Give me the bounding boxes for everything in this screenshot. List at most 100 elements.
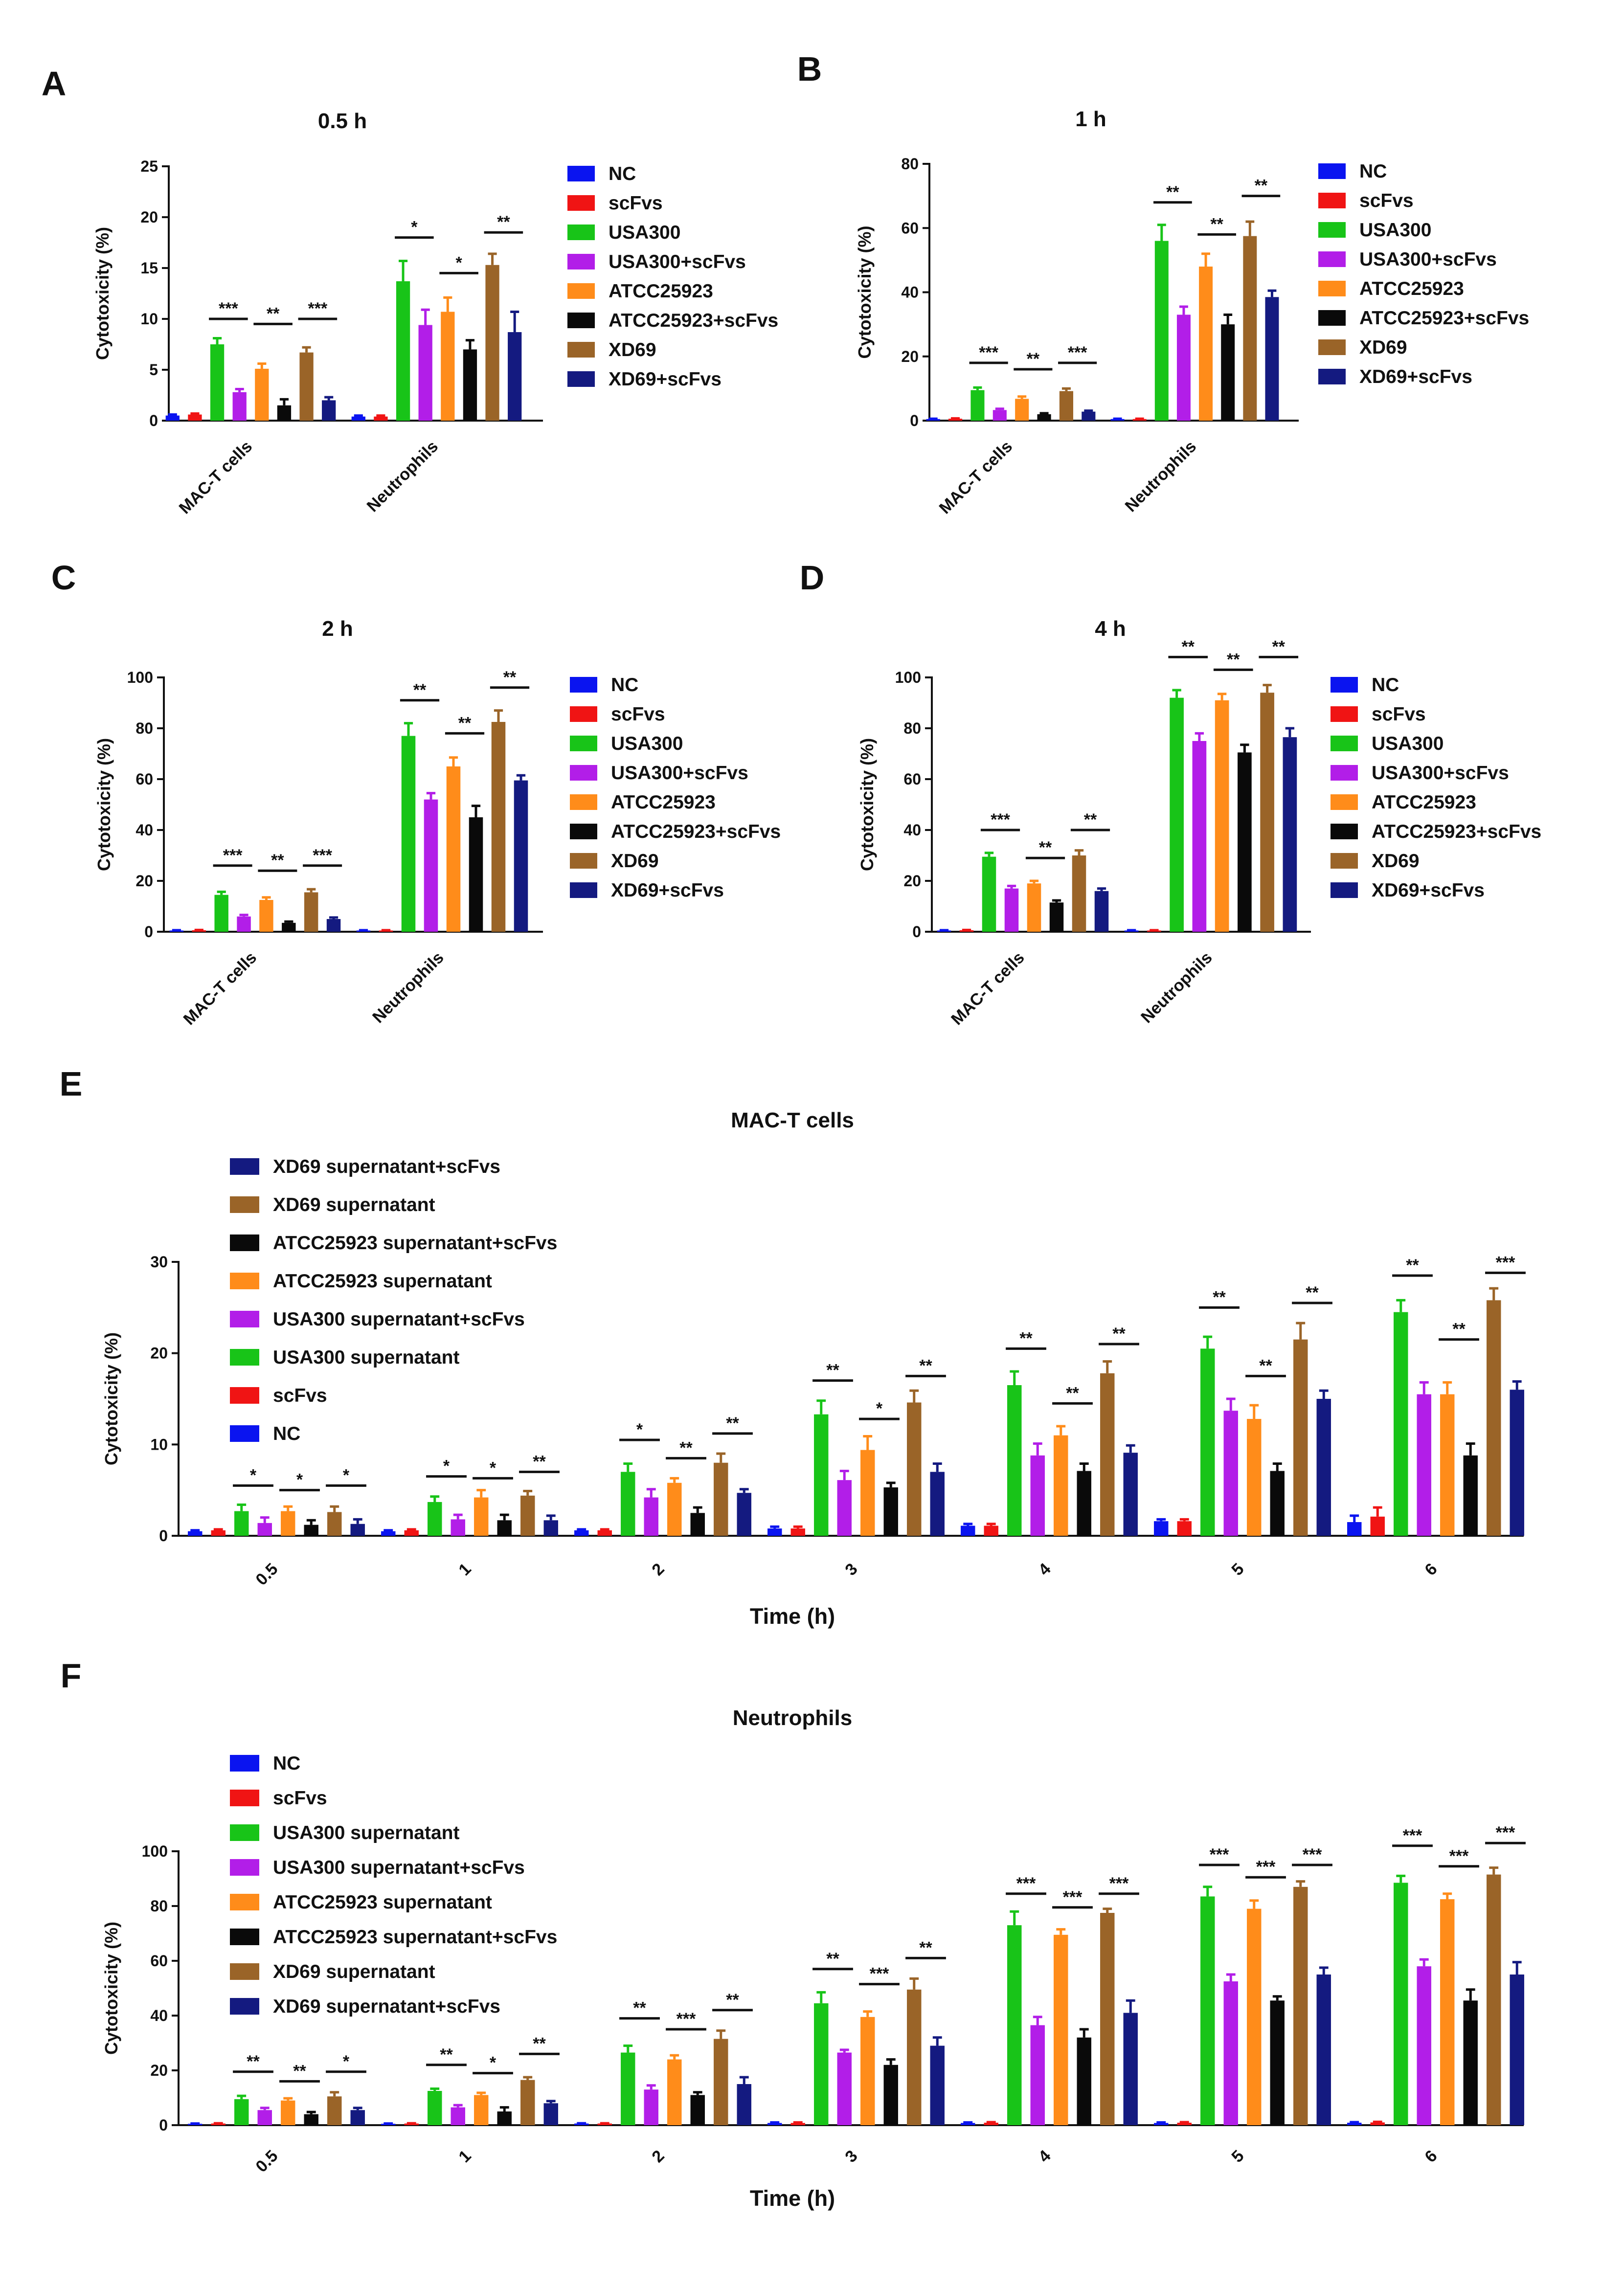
bar-XD69	[327, 1512, 342, 1536]
bar-NC	[351, 416, 365, 421]
legend-label: scFvs	[1359, 190, 1414, 211]
legend-swatch-NC	[570, 677, 597, 693]
bar-ATCC25923+scFvs	[497, 2111, 512, 2125]
legend-label: NC	[1359, 161, 1387, 182]
bar-XD69	[714, 2039, 728, 2125]
y-axis-label: Cytotoxicity (%)	[92, 227, 113, 360]
significance-label: **	[293, 2062, 306, 2080]
legend-label: USA300+scFvs	[1372, 763, 1509, 784]
bar-ATCC25923+scFvs	[1077, 2037, 1091, 2125]
significance-label: **	[726, 1414, 739, 1433]
significance-label: **	[826, 1361, 839, 1380]
bar-USA300	[210, 344, 225, 421]
bar-XD69+scFvs	[350, 2110, 365, 2125]
y-tick-label: 0	[149, 412, 158, 429]
bar-USA300+scFvs	[1004, 888, 1019, 932]
bar-NC	[961, 1526, 975, 1536]
y-tick-label: 0	[159, 1527, 168, 1545]
legend-label: USA300+scFvs	[1359, 249, 1497, 270]
legend-swatch-USA300	[567, 224, 595, 240]
legend-swatch-XD69	[230, 1963, 259, 1980]
legend-label: USA300+scFvs	[609, 251, 746, 272]
bar-USA300	[1394, 1312, 1408, 1536]
y-tick-label: 0	[910, 412, 919, 429]
panel-E: E MAC-T cells 0 10 20 30 Cytotoxicity (%) 0.5 1 2…	[60, 1065, 1526, 1629]
bar-USA300+scFvs	[1417, 1966, 1431, 2125]
legend-label: ATCC25923 supernatant+scFvs	[273, 1927, 557, 1948]
y-tick-label: 0	[159, 2116, 168, 2134]
significance-label: ***	[677, 2010, 696, 2028]
bar-NC	[381, 1531, 396, 1536]
legend-swatch-XD69+scFvs	[1331, 882, 1358, 898]
y-tick-label: 100	[142, 1842, 168, 1860]
bar-scFvs	[188, 414, 202, 421]
chart-title: 0.5 h	[318, 109, 367, 133]
x-tick-label: 5	[1228, 2147, 1247, 2166]
legend-label: XD69	[1359, 337, 1407, 358]
bar-ATCC25923	[1440, 1394, 1455, 1536]
legend-label: ATCC25923 supernatant+scFvs	[273, 1233, 557, 1254]
bar-XD69+scFvs	[543, 2103, 558, 2125]
bar-ATCC25923	[446, 766, 461, 932]
y-axis-label: Cytotoxicity (%)	[857, 738, 877, 871]
bar-ATCC25923+scFvs	[883, 1487, 898, 1536]
bar-ATCC25923+scFvs	[304, 2114, 318, 2125]
significance-label: ***	[1256, 1858, 1276, 1876]
significance-label: *	[296, 1471, 303, 1489]
bar-scFvs	[1177, 1521, 1192, 1536]
bar-scFvs	[790, 2123, 805, 2125]
bar-ATCC25923+scFvs	[1049, 902, 1064, 932]
bar-USA300+scFvs	[1223, 1981, 1238, 2125]
significance-label: **	[1452, 1320, 1466, 1339]
significance-label: ***	[1449, 1847, 1469, 1865]
bar-XD69	[304, 892, 318, 932]
y-tick-label: 10	[140, 310, 158, 328]
bar-USA300+scFvs	[837, 1480, 852, 1536]
bar-ATCC25923	[1054, 1934, 1068, 2125]
legend: NC scFvs USA300 USA300+scFvs ATCC25923 ATCC25…	[570, 674, 781, 901]
significance-label: **	[413, 681, 427, 699]
legend-label: XD69 supernatant+scFvs	[273, 1156, 500, 1177]
bar-scFvs	[790, 1528, 805, 1536]
bar-XD69+scFvs	[1316, 1975, 1331, 2125]
bar-ATCC25923+scFvs	[463, 349, 477, 421]
legend-swatch-ATCC25923+scFvs	[567, 313, 595, 328]
legend-label: NC	[609, 163, 636, 184]
bar-scFvs	[948, 419, 963, 421]
legend-label: scFvs	[611, 704, 665, 725]
legend-label: scFvs	[273, 1788, 327, 1809]
legend: NC scFvs USA300 supernatant USA300 supernat…	[230, 1753, 557, 2017]
bar-XD69	[1260, 693, 1274, 932]
bar-USA300	[982, 856, 996, 932]
legend-label: XD69	[1372, 851, 1420, 872]
legend-swatch-ATCC25923+scFvs	[230, 1929, 259, 1945]
bar-XD69+scFvs	[1123, 1453, 1138, 1536]
y-tick-label: 40	[903, 821, 921, 839]
x-tick-label: MAC-T cells	[947, 948, 1028, 1029]
legend-label: USA300 supernatant	[273, 1347, 459, 1368]
legend-label: XD69+scFvs	[1372, 880, 1485, 901]
legend-label: XD69 supernatant	[273, 1961, 435, 1982]
legend-label: ATCC25923	[609, 281, 713, 302]
x-tick-label: Neutrophils	[1137, 948, 1216, 1027]
bar-XD69+scFvs	[1283, 737, 1297, 932]
legend-label: XD69	[611, 851, 659, 872]
legend-label: USA300	[1359, 220, 1431, 241]
x-tick-label: 2	[648, 2147, 668, 2166]
significance-label: **	[440, 2045, 453, 2064]
bar-XD69+scFvs	[1510, 1390, 1524, 1536]
legend-label: ATCC25923 supernatant	[273, 1892, 492, 1913]
panel-D: D 4 h 0 20 40 60 80 100 Cytotoxicity (%) MAC-T ce…	[800, 559, 1542, 1029]
legend: NC scFvs USA300 USA300+scFvs ATCC25923 ATCC25…	[1331, 674, 1541, 901]
bar-XD69+scFvs	[1316, 1399, 1331, 1536]
y-tick-label: 80	[901, 155, 919, 173]
legend-swatch-XD69	[1318, 339, 1346, 355]
legend-label: scFvs	[1372, 704, 1426, 725]
legend-label: USA300 supernatant+scFvs	[273, 1857, 525, 1878]
significance-label: *	[490, 2054, 496, 2072]
significance-label: **	[1027, 350, 1040, 368]
y-tick-label: 20	[901, 348, 919, 365]
bar-USA300	[814, 1414, 829, 1536]
panel-A: A 0.5 h 0 5 10 15 20 25 Cytotoxicity (%) MAC-T ce…	[42, 65, 779, 517]
legend-label: XD69+scFvs	[611, 880, 724, 901]
